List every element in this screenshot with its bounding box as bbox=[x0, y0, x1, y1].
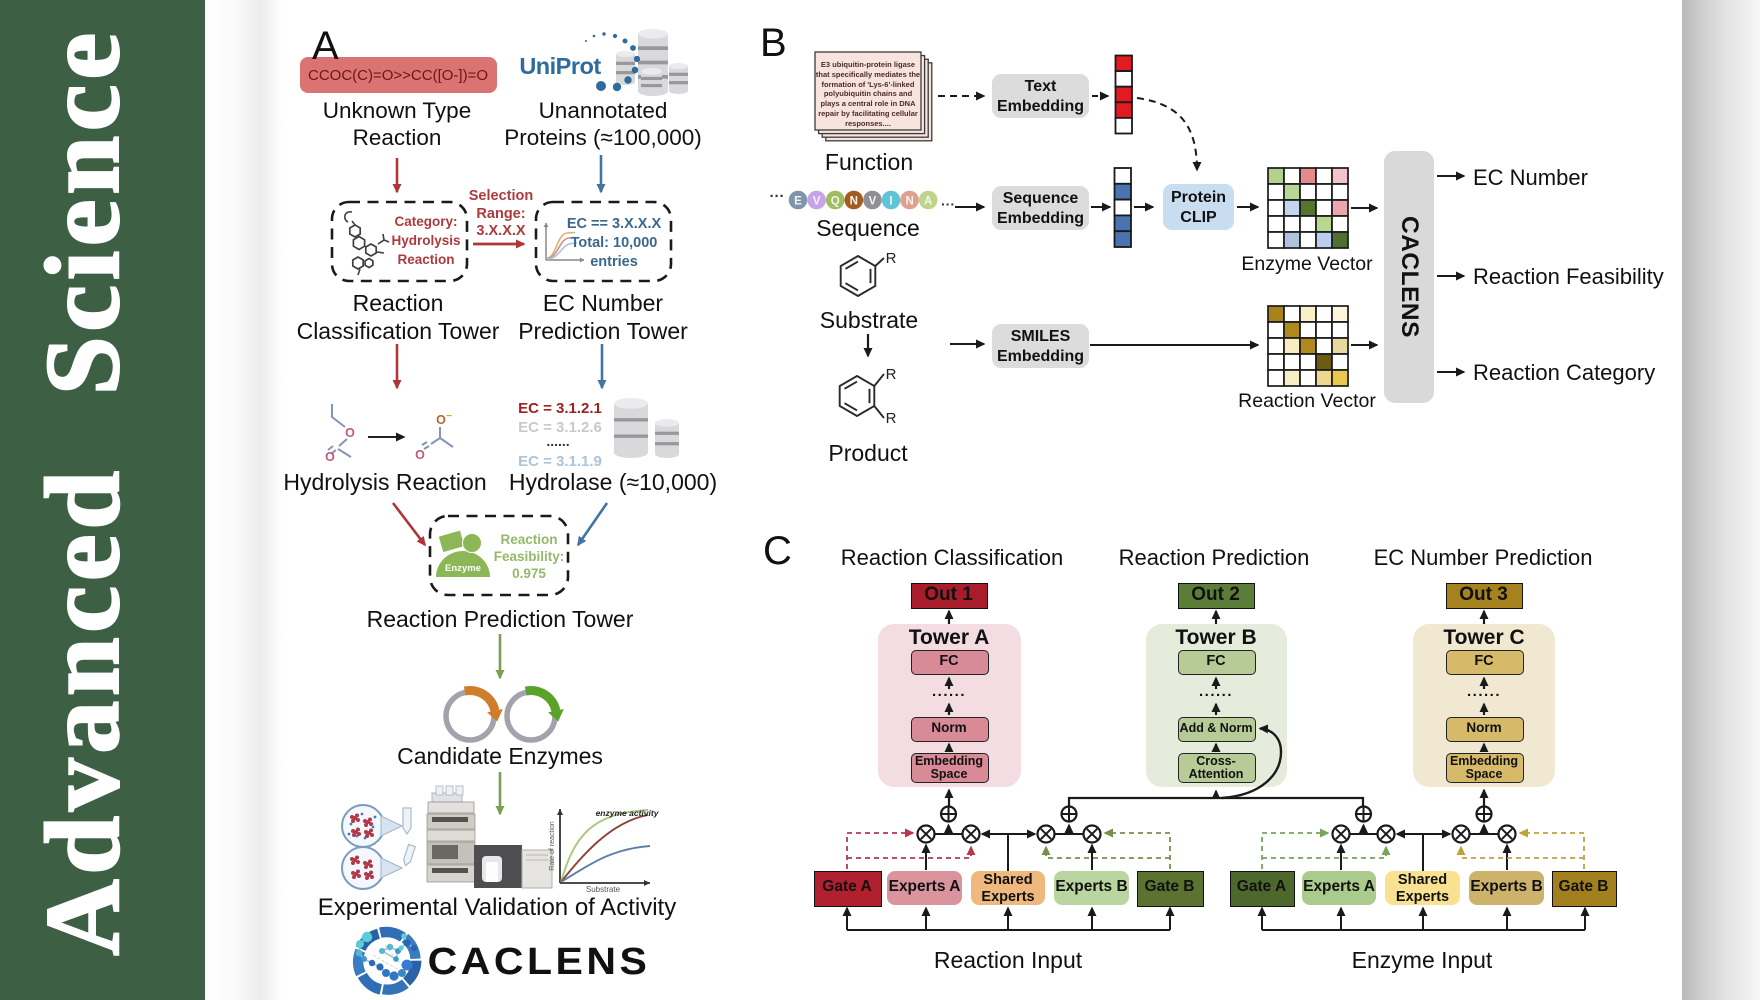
svg-text:N: N bbox=[905, 196, 913, 208]
svg-text:enzyme activity: enzyme activity bbox=[596, 808, 660, 818]
svg-text:O: O bbox=[415, 448, 425, 462]
svg-text:I: I bbox=[889, 196, 892, 208]
svg-text:O: O bbox=[345, 426, 355, 440]
svg-text:E: E bbox=[794, 196, 802, 208]
svg-text:Substrate: Substrate bbox=[586, 885, 621, 894]
svg-text:V: V bbox=[813, 196, 821, 208]
svg-text:−: − bbox=[446, 411, 452, 422]
svg-text:Q: Q bbox=[831, 196, 840, 208]
svg-text:R: R bbox=[886, 410, 897, 427]
svg-text:A: A bbox=[924, 196, 932, 208]
svg-text:O: O bbox=[436, 413, 446, 427]
svg-text:Rate of reaction: Rate of reaction bbox=[549, 821, 556, 871]
svg-text:V: V bbox=[869, 196, 877, 208]
svg-text:R: R bbox=[886, 366, 897, 383]
svg-text:N: N bbox=[850, 196, 858, 208]
svg-text:UniProt: UniProt bbox=[519, 53, 601, 79]
svg-text:O: O bbox=[325, 450, 335, 464]
svg-text:R: R bbox=[886, 250, 897, 267]
